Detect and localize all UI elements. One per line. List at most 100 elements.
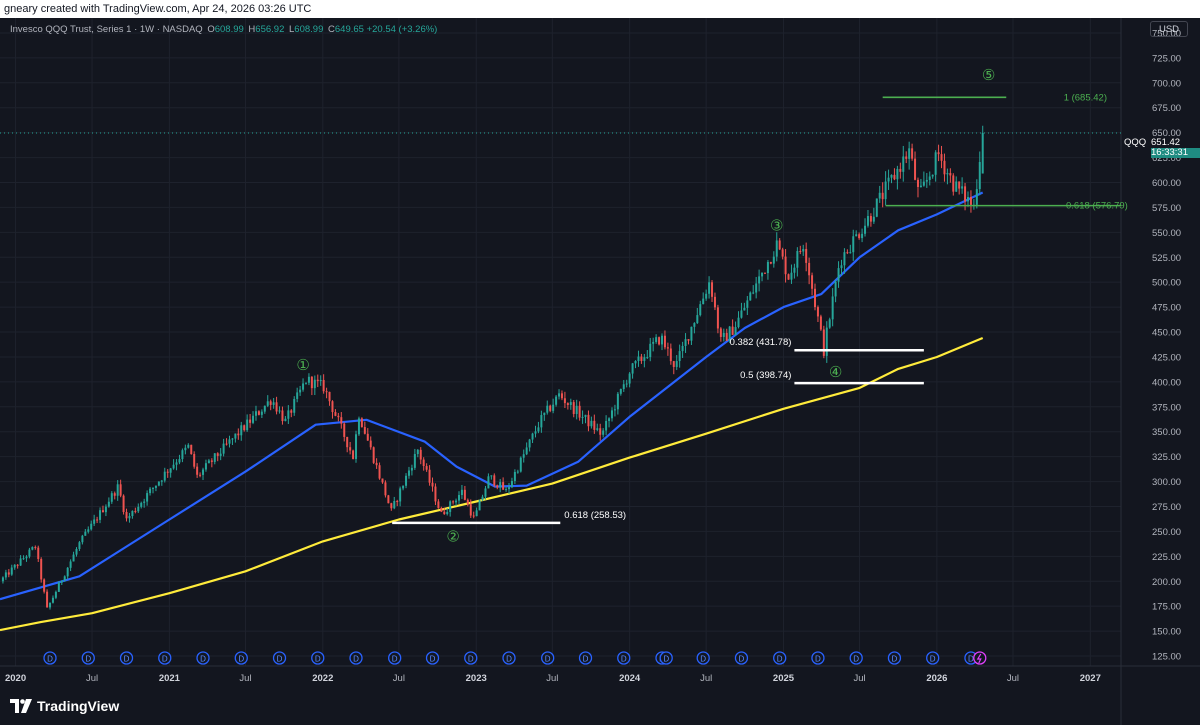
candle-body bbox=[193, 454, 196, 467]
x-tick-label: 2022 bbox=[312, 673, 333, 684]
candle-body bbox=[202, 469, 205, 475]
candle-body bbox=[166, 471, 169, 473]
candle-body bbox=[899, 168, 902, 172]
y-tick-label: 225.00 bbox=[1152, 552, 1181, 563]
candle-body bbox=[560, 393, 563, 399]
candle-body bbox=[181, 450, 184, 460]
candle-body bbox=[384, 482, 387, 496]
symbol-legend[interactable]: Invesco QQQ Trust, Series 1 · 1W · NASDA… bbox=[10, 24, 437, 35]
candle-body bbox=[84, 531, 87, 536]
candle-body bbox=[172, 464, 175, 469]
candle-body bbox=[866, 216, 869, 226]
candle-body bbox=[640, 356, 643, 361]
candle-body bbox=[252, 415, 255, 423]
candle-body bbox=[122, 495, 125, 512]
candle-body bbox=[190, 444, 193, 455]
candle-body bbox=[958, 181, 961, 189]
candle-body bbox=[157, 481, 160, 486]
x-tick-label: 2021 bbox=[159, 673, 181, 684]
candle-body bbox=[693, 323, 696, 327]
candle-body bbox=[484, 488, 487, 497]
candle-body bbox=[63, 576, 66, 581]
candle-body bbox=[725, 332, 728, 341]
candle-body bbox=[590, 420, 593, 427]
candle-body bbox=[322, 379, 325, 392]
dividend-marker bbox=[502, 651, 516, 665]
candle-body bbox=[525, 447, 528, 455]
x-tick-label: Jul bbox=[239, 673, 251, 684]
candle-body bbox=[837, 268, 840, 282]
dividend-marker-label: D bbox=[238, 655, 244, 664]
tradingview-logo[interactable]: TradingView bbox=[10, 696, 119, 716]
low-value: 608.99 bbox=[294, 24, 324, 35]
candle-body bbox=[719, 328, 722, 337]
candle-body bbox=[225, 443, 228, 445]
dividend-marker-label: D bbox=[315, 655, 321, 664]
candle-body bbox=[125, 511, 128, 519]
tradingview-logo-icon bbox=[10, 699, 32, 713]
candle-body bbox=[955, 181, 958, 192]
candle-body bbox=[154, 485, 157, 488]
candle-body bbox=[410, 467, 413, 471]
split-marker bbox=[973, 651, 987, 665]
candle-body bbox=[222, 443, 225, 454]
dividend-marker-label: D bbox=[663, 655, 669, 664]
candle-body bbox=[281, 410, 284, 422]
chart-stage[interactable]: 125.00 150.00 175.00 200.00 225.00 250.00 275.… bbox=[0, 18, 1200, 725]
candle-body bbox=[596, 428, 599, 430]
candle-body bbox=[284, 418, 287, 422]
candle-body bbox=[487, 476, 490, 489]
candle-body bbox=[260, 411, 263, 415]
candle-body bbox=[622, 384, 625, 389]
candle-body bbox=[911, 148, 914, 159]
candle-body bbox=[37, 547, 40, 559]
dividend-marker-label: D bbox=[162, 655, 168, 664]
dividend-marker bbox=[196, 651, 210, 665]
candle-body bbox=[890, 174, 893, 178]
candle-body bbox=[60, 580, 63, 583]
candle-body bbox=[307, 376, 310, 383]
y-tick-label: 350.00 bbox=[1152, 427, 1181, 438]
dividend-marker-label: D bbox=[968, 655, 974, 664]
candle-body bbox=[631, 363, 634, 374]
candle-body bbox=[822, 329, 825, 356]
candle-body bbox=[72, 554, 75, 562]
candle-body bbox=[552, 404, 555, 411]
fib-level-label: 0.5 (398.74) bbox=[740, 370, 791, 381]
candle-body bbox=[558, 393, 561, 397]
open-value: 608.99 bbox=[214, 24, 244, 35]
candle-body bbox=[231, 438, 234, 440]
candle-body bbox=[151, 487, 154, 489]
y-tick-label: 275.00 bbox=[1152, 502, 1181, 513]
price-tag-symbol: QQQ bbox=[1124, 137, 1147, 148]
dividend-marker bbox=[578, 651, 593, 665]
candle-body bbox=[599, 428, 602, 435]
candle-body bbox=[196, 466, 199, 475]
dividend-marker-label: D bbox=[124, 655, 130, 664]
candle-body bbox=[57, 582, 60, 592]
candle-body bbox=[390, 503, 393, 509]
candle-body bbox=[463, 489, 466, 500]
candle-body bbox=[143, 501, 146, 503]
candle-body bbox=[355, 434, 358, 459]
candle-body bbox=[537, 427, 540, 432]
candle-body bbox=[699, 304, 702, 316]
dividend-marker-label: D bbox=[353, 655, 359, 664]
price-chart[interactable]: 125.00 150.00 175.00 200.00 225.00 250.00 275.… bbox=[0, 18, 1200, 725]
candle-body bbox=[210, 460, 213, 462]
candle-body bbox=[407, 470, 410, 476]
dividend-marker bbox=[659, 651, 673, 665]
x-tick-label: 2024 bbox=[619, 673, 641, 684]
currency-button[interactable]: USD bbox=[1150, 21, 1188, 37]
candle-body bbox=[967, 197, 970, 202]
candle-body bbox=[575, 405, 578, 414]
candle-body bbox=[914, 158, 917, 180]
candle-body bbox=[758, 276, 761, 284]
close-label: C bbox=[328, 24, 335, 35]
candle-body bbox=[510, 481, 513, 488]
y-tick-label: 450.00 bbox=[1152, 328, 1181, 339]
dividend-marker bbox=[311, 651, 325, 665]
candle-body bbox=[101, 510, 104, 513]
candle-body bbox=[711, 282, 714, 297]
high-label: H bbox=[248, 24, 256, 35]
